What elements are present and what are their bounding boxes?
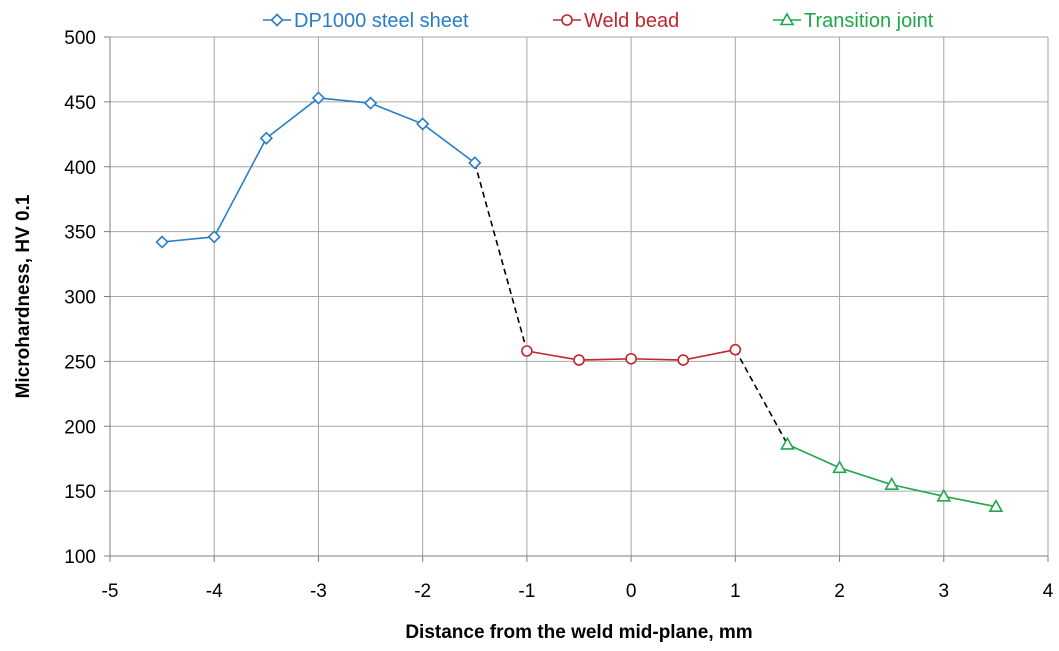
legend-label: Weld bead [584, 10, 679, 32]
series-2 [521, 343, 742, 366]
x-tick-label: 1 [730, 581, 741, 602]
y-tick-label: 350 [64, 223, 96, 244]
x-tick-label: 0 [626, 581, 637, 602]
x-tick-label: -2 [414, 581, 431, 602]
data-point [677, 354, 690, 366]
data-point [988, 499, 1004, 512]
connectors [474, 162, 789, 445]
legend-marker [561, 14, 573, 26]
data-point [416, 117, 430, 131]
legend-marker [779, 12, 795, 26]
y-tick-label: 200 [64, 417, 96, 438]
data-point [207, 230, 221, 244]
y-tick-label: 250 [64, 352, 96, 373]
y-tick-label: 100 [64, 547, 96, 568]
x-tick-label: -3 [310, 581, 327, 602]
data-point [259, 131, 273, 145]
series-3 [780, 436, 1004, 512]
legend-item-3: Transition joint [773, 10, 934, 32]
x-tick-label: -5 [102, 581, 119, 602]
data-point [884, 477, 900, 490]
x-tick-label: 2 [834, 581, 845, 602]
y-tick-label: 300 [64, 288, 96, 309]
dashed-connector [474, 162, 528, 352]
series-layer [155, 91, 1004, 512]
y-tick-label: 500 [64, 28, 96, 49]
dashed-connector [734, 349, 789, 445]
x-tick-label: -4 [206, 581, 223, 602]
data-point [363, 96, 378, 110]
data-point [311, 91, 326, 105]
y-tick-label: 450 [64, 93, 96, 114]
axes [104, 36, 1049, 562]
data-point [155, 235, 169, 249]
y-tick-label: 150 [64, 482, 96, 503]
series-line [787, 443, 997, 508]
data-point [936, 488, 952, 502]
x-tick-label: 3 [938, 581, 949, 602]
data-point [521, 345, 533, 357]
x-axis-title: Distance from the weld mid-plane, mm [405, 622, 752, 643]
legend: DP1000 steel sheet Weld bead Transition jo… [263, 10, 934, 32]
legend-label: Transition joint [804, 10, 934, 32]
y-axis-title: Microhardness, HV 0.1 [13, 194, 34, 398]
tick-labels: -5 -4 -3 -2 -1 0 1 2 3 4 100 150 200 250 300 350 400 450 5… [64, 28, 1053, 602]
x-tick-label: 4 [1043, 581, 1054, 602]
grid [109, 36, 1049, 557]
data-point [780, 436, 795, 450]
legend-item-2: Weld bead [553, 10, 679, 32]
data-point [573, 354, 585, 366]
legend-label: DP1000 steel sheet [294, 10, 469, 32]
legend-item-1: DP1000 steel sheet [263, 10, 469, 32]
data-point [468, 156, 482, 170]
data-point [729, 343, 742, 356]
data-point [625, 352, 637, 365]
legend-marker [270, 13, 284, 27]
series-1 [155, 91, 482, 249]
data-point [832, 460, 847, 474]
x-tick-label: -1 [518, 581, 535, 602]
y-tick-label: 400 [64, 158, 96, 179]
